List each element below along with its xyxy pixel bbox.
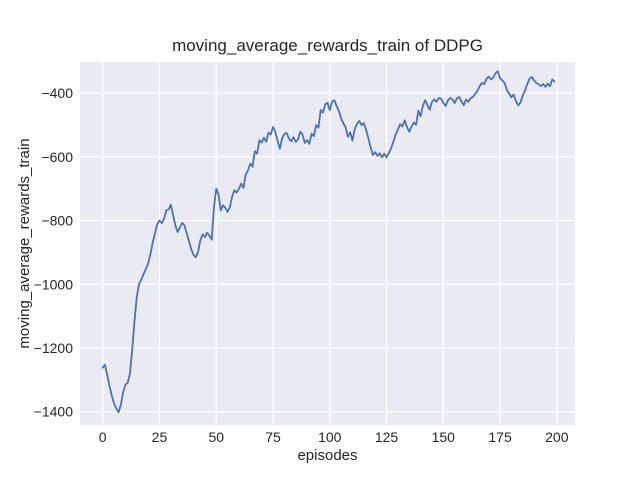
x-tick-label: 25 <box>152 429 168 445</box>
y-tick-label: −1000 <box>34 276 74 292</box>
x-tick-labels: 0 25 50 75 100 125 150 175 200 <box>99 429 569 445</box>
x-tick-label: 125 <box>375 429 399 445</box>
x-tick-label: 175 <box>488 429 512 445</box>
x-tick-label: 75 <box>265 429 281 445</box>
x-tick-label: 50 <box>208 429 224 445</box>
x-tick-label: 0 <box>99 429 107 445</box>
y-tick-labels: −400 −600 −800 −1000 −1200 −1400 <box>34 85 74 419</box>
x-axis-label: episodes <box>297 447 357 464</box>
chart-title: moving_average_rewards_train of DDPG <box>172 36 483 55</box>
plot-area <box>80 62 575 425</box>
x-tick-label: 150 <box>432 429 456 445</box>
y-tick-label: −400 <box>41 85 73 101</box>
y-tick-label: −1400 <box>34 404 74 420</box>
x-tick-label: 100 <box>318 429 342 445</box>
gridlines <box>80 62 575 425</box>
ddpg-reward-line <box>101 70 556 414</box>
y-tick-label: −1200 <box>34 340 74 356</box>
x-tick-label: 200 <box>545 429 569 445</box>
y-tick-label: −800 <box>41 213 73 229</box>
y-axis-label: moving_average_rewards_train <box>16 138 33 348</box>
y-tick-label: −600 <box>41 149 73 165</box>
